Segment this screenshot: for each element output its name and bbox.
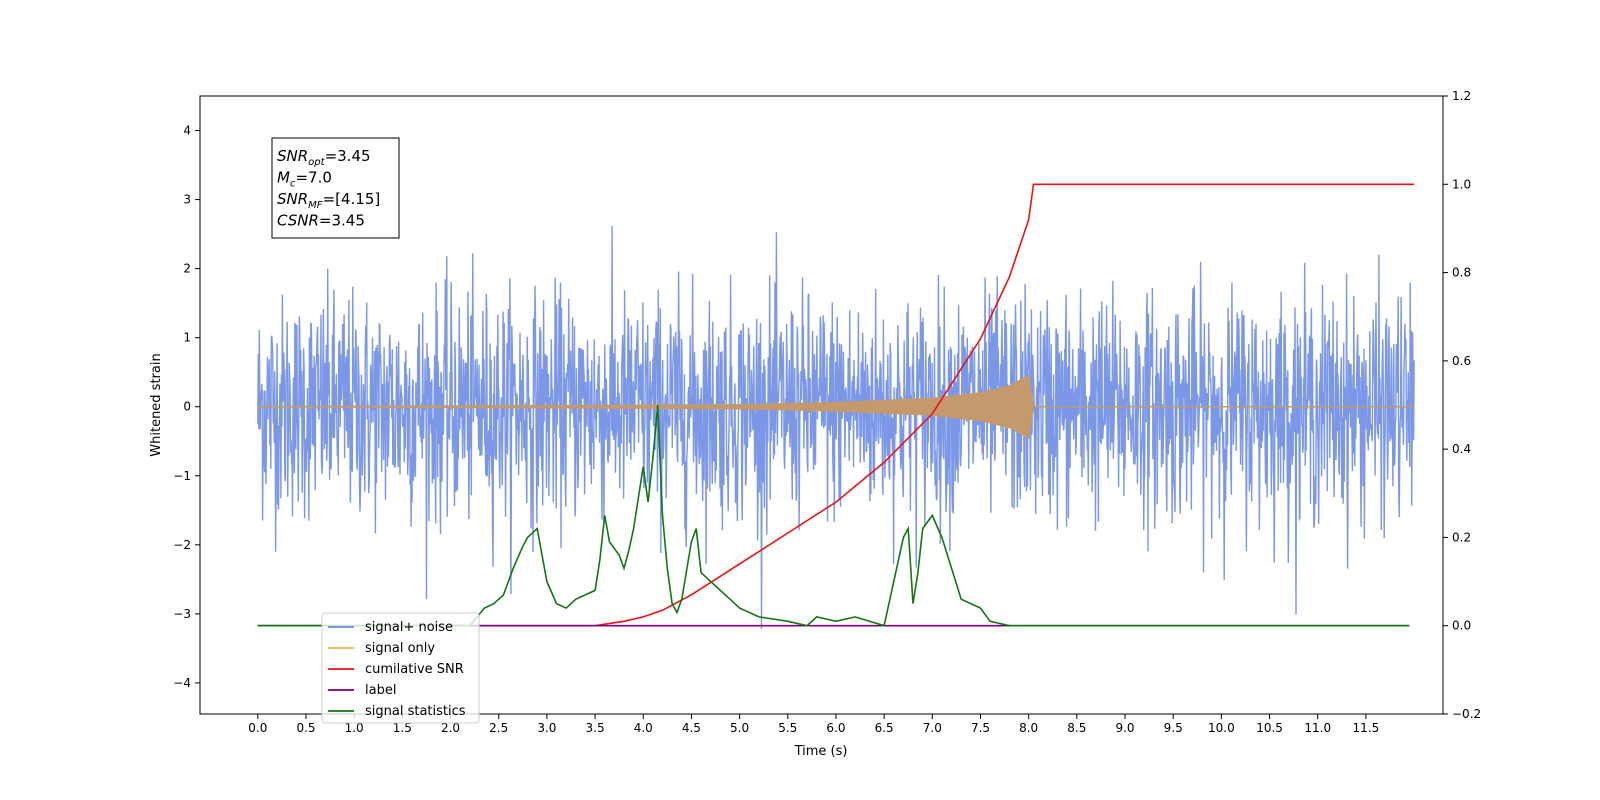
y-right-tick-label: 1.2 (1452, 89, 1471, 103)
x-tick-label: 1.0 (345, 721, 364, 735)
x-tick-label: 2.0 (441, 721, 460, 735)
y-left-tick-label: 3 (183, 193, 191, 207)
x-tick-label: 11.0 (1304, 721, 1331, 735)
x-tick-label: 9.5 (1164, 721, 1183, 735)
x-tick-label: 3.5 (586, 721, 605, 735)
legend: signal+ noise signal only cumilative SNR la… (321, 612, 480, 724)
y-right-tick-label: 0.6 (1452, 354, 1471, 368)
plot-frame (199, 95, 1444, 715)
x-tick-label: 6.5 (875, 721, 894, 735)
x-tick-label: 3.0 (537, 721, 556, 735)
y-right-tick-label: 0.8 (1452, 266, 1471, 280)
y-left-tick-label: 0 (183, 400, 191, 414)
legend-entry: signal only (365, 641, 435, 656)
x-tick-label: 7.0 (923, 721, 942, 735)
x-tick-label: 0.5 (296, 721, 315, 735)
y-axis-left: 4 3 2 1 0 −1 −2 −3 −4 (173, 124, 200, 690)
annotation-line: SNRopt=3.45 (277, 147, 371, 168)
y-right-tick-label: 0.4 (1452, 442, 1471, 456)
x-tick-label: 10.0 (1208, 721, 1235, 735)
y-right-tick-label: −0.2 (1452, 707, 1481, 721)
x-tick-label: 4.0 (634, 721, 653, 735)
x-tick-label: 0.0 (248, 721, 267, 735)
y-right-tick-label: 0.0 (1452, 619, 1471, 633)
x-tick-label: 5.0 (730, 721, 749, 735)
series-cumilative-snr (257, 183, 1415, 627)
x-tick-label: 5.5 (778, 721, 797, 735)
y-right-tick-label: 0.2 (1452, 530, 1471, 544)
legend-entry: signal+ noise (365, 620, 453, 635)
x-tick-label: 8.5 (1067, 721, 1086, 735)
legend-frame (321, 612, 480, 724)
x-axis-label: Time (s) (794, 744, 848, 759)
annotation-line: SNRMF=[4.15] (277, 190, 380, 211)
x-tick-label: 9.0 (1115, 721, 1134, 735)
series-signal-plus-noise (257, 225, 1415, 629)
series-signal-only (257, 374, 1415, 439)
y-axis-right: 1.2 1.0 0.8 0.6 0.4 0.2 0.0 −0.2 (1443, 89, 1481, 721)
x-tick-label: 4.5 (682, 721, 701, 735)
y-left-tick-label: −3 (173, 607, 191, 621)
x-tick-label: 8.0 (1019, 721, 1038, 735)
y-right-tick-label: 1.0 (1452, 177, 1471, 191)
y-left-tick-label: 2 (183, 262, 191, 276)
legend-entry: signal statistics (365, 704, 466, 719)
x-tick-label: 1.5 (393, 721, 412, 735)
y-left-tick-label: −1 (173, 469, 191, 483)
series-signal-statistics (257, 404, 1410, 627)
y-left-tick-label: 1 (183, 331, 191, 345)
legend-entry: cumilative SNR (365, 662, 464, 677)
annotation-frame (271, 137, 400, 239)
x-tick-label: 6.0 (826, 721, 845, 735)
x-axis: 0.0 0.5 1.0 1.5 2.0 2.5 3.0 3.5 4.0 4.5 5.0 5.5 6.0 6… (248, 714, 1379, 735)
y-axis-label: Whitened strain (149, 353, 164, 456)
annotation-line: CSNR=3.45 (277, 212, 365, 230)
x-tick-label: 10.5 (1256, 721, 1283, 735)
legend-entry: label (365, 683, 396, 698)
y-left-tick-label: −4 (173, 676, 191, 690)
y-left-tick-label: −2 (173, 538, 191, 552)
x-tick-label: 2.5 (489, 721, 508, 735)
x-tick-label: 11.5 (1353, 721, 1380, 735)
y-left-tick-label: 4 (183, 124, 191, 138)
annotation-line: Mc=7.0 (277, 169, 332, 190)
x-tick-label: 7.5 (971, 721, 990, 735)
